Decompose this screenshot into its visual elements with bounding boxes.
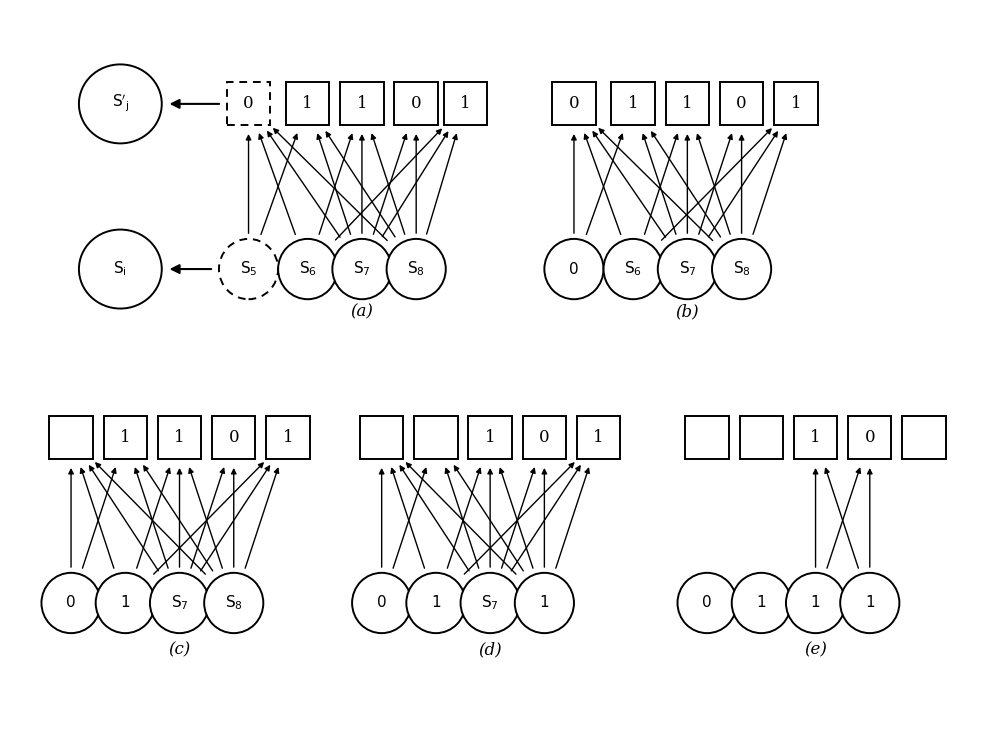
Text: (d): (d) [478, 641, 502, 658]
Text: 0: 0 [864, 429, 875, 447]
Text: $\mathrm{S}_{8}$: $\mathrm{S}_{8}$ [407, 260, 425, 278]
Text: 0: 0 [569, 261, 579, 277]
Text: 0: 0 [539, 429, 550, 447]
Ellipse shape [387, 239, 446, 299]
Text: $\mathrm{S_i}$: $\mathrm{S_i}$ [113, 260, 127, 278]
Text: 1: 1 [460, 95, 471, 113]
Ellipse shape [461, 573, 520, 633]
FancyBboxPatch shape [158, 417, 201, 460]
Text: 1: 1 [357, 95, 367, 113]
FancyBboxPatch shape [577, 417, 620, 460]
Ellipse shape [204, 573, 263, 633]
Ellipse shape [712, 239, 771, 299]
Ellipse shape [150, 573, 209, 633]
Text: 1: 1 [682, 95, 693, 113]
FancyBboxPatch shape [552, 82, 596, 125]
Text: 1: 1 [540, 595, 549, 610]
FancyBboxPatch shape [414, 417, 458, 460]
FancyBboxPatch shape [266, 417, 310, 460]
FancyBboxPatch shape [523, 417, 566, 460]
Ellipse shape [786, 573, 845, 633]
FancyBboxPatch shape [360, 417, 403, 460]
FancyBboxPatch shape [666, 82, 709, 125]
FancyBboxPatch shape [104, 417, 147, 460]
Text: 1: 1 [120, 429, 131, 447]
Ellipse shape [840, 573, 899, 633]
Text: 1: 1 [757, 595, 766, 610]
FancyBboxPatch shape [227, 82, 270, 125]
Text: $\mathrm{S}_{7}$: $\mathrm{S}_{7}$ [481, 594, 499, 613]
Text: $\mathrm{S}_{6}$: $\mathrm{S}_{6}$ [299, 260, 317, 278]
Text: (a): (a) [351, 304, 373, 321]
Ellipse shape [96, 573, 155, 633]
Text: 1: 1 [810, 429, 821, 447]
Text: $\mathrm{S}_{6}$: $\mathrm{S}_{6}$ [624, 260, 642, 278]
Text: $\mathrm{S'_j}$: $\mathrm{S'_j}$ [112, 93, 129, 114]
Ellipse shape [352, 573, 411, 633]
Text: 1: 1 [302, 95, 313, 113]
FancyBboxPatch shape [394, 82, 438, 125]
Text: 0: 0 [228, 429, 239, 447]
FancyBboxPatch shape [848, 417, 891, 460]
Text: 0: 0 [736, 95, 747, 113]
Ellipse shape [677, 573, 737, 633]
Ellipse shape [406, 573, 465, 633]
Ellipse shape [41, 573, 101, 633]
FancyBboxPatch shape [468, 417, 512, 460]
Ellipse shape [544, 239, 604, 299]
Text: 0: 0 [569, 95, 579, 113]
Ellipse shape [732, 573, 791, 633]
FancyBboxPatch shape [212, 417, 255, 460]
Text: $\mathrm{S}_{8}$: $\mathrm{S}_{8}$ [733, 260, 751, 278]
FancyBboxPatch shape [794, 417, 837, 460]
Ellipse shape [658, 239, 717, 299]
FancyBboxPatch shape [902, 417, 946, 460]
FancyBboxPatch shape [740, 417, 783, 460]
Text: 1: 1 [593, 429, 604, 447]
Text: 0: 0 [702, 595, 712, 610]
Text: 1: 1 [174, 429, 185, 447]
FancyBboxPatch shape [340, 82, 384, 125]
Text: 1: 1 [811, 595, 820, 610]
Text: 1: 1 [865, 595, 875, 610]
Ellipse shape [332, 239, 392, 299]
Text: 0: 0 [243, 95, 254, 113]
Ellipse shape [515, 573, 574, 633]
Text: 1: 1 [431, 595, 441, 610]
Text: 1: 1 [120, 595, 130, 610]
Text: (b): (b) [676, 304, 699, 321]
Text: (e): (e) [804, 641, 827, 658]
Text: $\mathrm{S}_{5}$: $\mathrm{S}_{5}$ [240, 260, 257, 278]
FancyBboxPatch shape [49, 417, 93, 460]
FancyBboxPatch shape [720, 82, 763, 125]
Ellipse shape [278, 239, 337, 299]
FancyBboxPatch shape [611, 82, 655, 125]
Text: 1: 1 [485, 429, 495, 447]
Text: 0: 0 [377, 595, 386, 610]
Text: $\mathrm{S}_{7}$: $\mathrm{S}_{7}$ [171, 594, 188, 613]
Ellipse shape [79, 230, 162, 309]
Ellipse shape [604, 239, 663, 299]
FancyBboxPatch shape [685, 417, 729, 460]
Text: 0: 0 [66, 595, 76, 610]
Ellipse shape [219, 239, 278, 299]
Text: 0: 0 [411, 95, 421, 113]
Text: $\mathrm{S}_{7}$: $\mathrm{S}_{7}$ [679, 260, 696, 278]
Ellipse shape [79, 64, 162, 143]
Text: (c): (c) [168, 641, 191, 658]
Text: 1: 1 [283, 429, 293, 447]
FancyBboxPatch shape [286, 82, 329, 125]
FancyBboxPatch shape [444, 82, 487, 125]
Text: $\mathrm{S}_{8}$: $\mathrm{S}_{8}$ [225, 594, 243, 613]
Text: $\mathrm{S}_{7}$: $\mathrm{S}_{7}$ [353, 260, 371, 278]
Text: 1: 1 [791, 95, 801, 113]
Text: 1: 1 [628, 95, 638, 113]
FancyBboxPatch shape [774, 82, 818, 125]
